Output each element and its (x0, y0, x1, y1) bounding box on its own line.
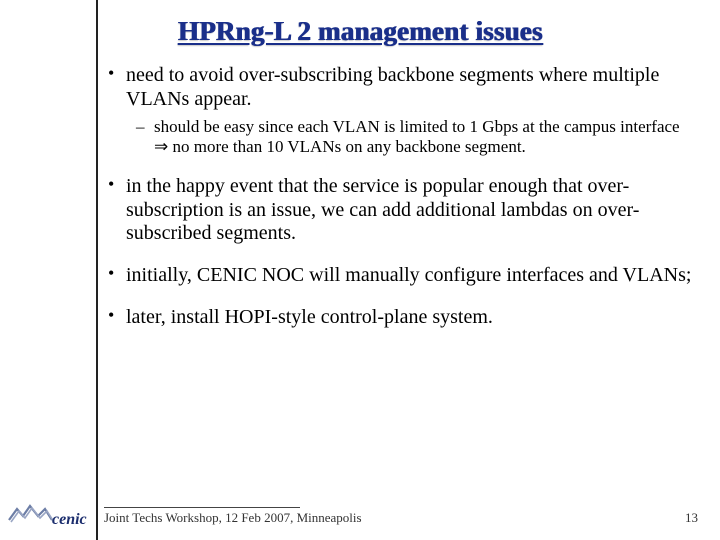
bullet-list: need to avoid over-subscribing backbone … (108, 64, 694, 329)
sub-bullet-text: should be easy since each VLAN is limite… (154, 117, 680, 156)
divider-line (96, 0, 98, 540)
footer-left: Joint Techs Workshop, 12 Feb 2007, Minne… (104, 510, 362, 526)
bullet-text: later, install HOPI-style control-plane … (126, 306, 493, 328)
slide: HPRng-L 2 management issues need to avoi… (0, 0, 720, 540)
bullet-item: later, install HOPI-style control-plane … (126, 306, 694, 330)
bullet-item: need to avoid over-subscribing backbone … (126, 64, 694, 157)
bullet-text: initially, CENIC NOC will manually confi… (126, 264, 691, 286)
bullet-text: need to avoid over-subscribing backbone … (126, 64, 659, 110)
logo: cenic (8, 502, 94, 530)
title-text: HPRng-L 2 management issues (178, 16, 543, 46)
footer-rule (104, 507, 300, 508)
sub-bullet-list: should be easy since each VLAN is limite… (126, 117, 694, 157)
sub-bullet-item: should be easy since each VLAN is limite… (154, 117, 694, 157)
slide-title: HPRng-L 2 management issues (0, 16, 720, 47)
left-band (0, 0, 96, 540)
cenic-logo-icon: cenic (8, 502, 94, 530)
bullet-text: in the happy event that the service is p… (126, 175, 639, 244)
bullet-item: in the happy event that the service is p… (126, 175, 694, 246)
bullet-item: initially, CENIC NOC will manually confi… (126, 264, 694, 288)
logo-text: cenic (52, 511, 87, 528)
page-number: 13 (685, 510, 698, 526)
content-area: need to avoid over-subscribing backbone … (108, 64, 694, 347)
